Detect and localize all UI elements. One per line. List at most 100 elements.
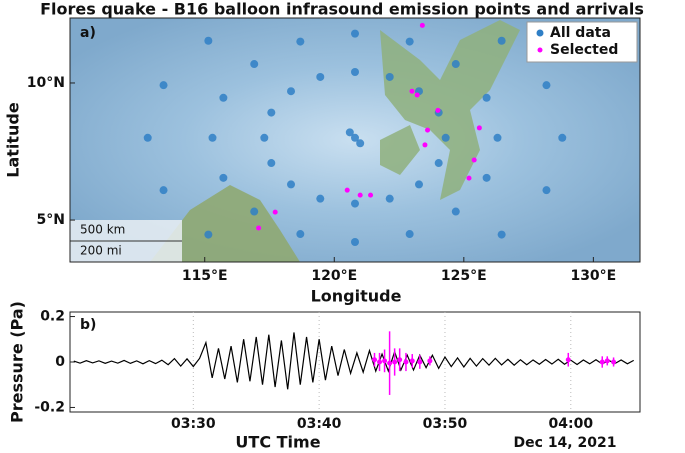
arrival-point [403,359,409,365]
scale-bar-label: 200 mi [80,244,122,258]
selected-point [256,225,262,231]
selected-point [419,22,425,28]
arrival-point [372,357,378,363]
data-point [250,207,259,216]
data-point [356,139,365,148]
data-point [497,36,506,45]
data-point [351,199,359,208]
arrival-point [427,358,433,364]
data-point [260,133,269,142]
x-tick-label: 04:00 [549,416,594,432]
arrival-point [382,358,388,364]
data-point [219,173,228,182]
data-point [296,230,305,239]
x-tick-label: 120°E [311,268,357,284]
data-point [482,93,491,102]
data-point [385,72,394,81]
x-tick-label: 115°E [182,268,228,284]
data-point [316,194,325,203]
y-tick-label: 5°N [37,212,65,228]
data-point [385,194,394,203]
scale-bar-label: 500 km [80,223,125,237]
arrival-point [409,358,415,364]
data-point [250,60,259,69]
selected-point [471,157,477,163]
panel-label: b) [80,317,96,333]
data-point [405,230,414,239]
selected-point [425,127,431,133]
x-tick-label: 03:30 [171,416,216,432]
data-point [405,37,414,46]
selected-point [357,192,363,198]
selected-point [409,88,415,94]
x-axis-label: Longitude [311,287,402,306]
data-point [351,68,359,77]
legend-marker [536,29,544,37]
legend-label: All data [550,25,611,41]
data-point [434,159,443,168]
y-tick-label: 0.2 [40,309,65,325]
data-point [558,133,567,142]
data-point [287,180,296,189]
data-point [482,173,491,182]
x-axis-label: UTC Time [235,433,320,452]
y-axis-label: Pressure (Pa) [8,301,27,423]
arrival-point [387,360,393,366]
selected-point [272,209,278,215]
chart-title: Flores quake - B16 balloon infrasound em… [40,0,644,19]
panel-label: a) [80,25,96,41]
data-point [451,60,460,69]
data-point [296,37,305,46]
date-label: Dec 14, 2021 [514,435,617,451]
points [143,22,567,246]
data-point [351,29,359,38]
selected-point [435,107,441,113]
arrival-point [417,359,423,365]
arrival-point [604,358,610,364]
selected-point [466,175,472,181]
data-point [204,36,213,45]
pressure-line [73,332,634,390]
data-point [267,159,276,168]
data-point [316,72,325,81]
arrival-point [565,357,571,363]
y-tick-label: -0.2 [34,399,65,415]
data-point [441,133,450,142]
selected-point [422,142,428,148]
arrival-point [611,359,617,365]
x-tick-label: 03:50 [423,416,468,432]
x-tick-label: 03:40 [297,416,342,432]
selected-point [476,125,482,131]
data-point [414,180,423,189]
data-point [542,81,551,90]
legend-label: Selected [550,42,618,58]
data-point [159,81,168,90]
legend-marker [537,47,543,53]
data-point [159,186,168,195]
selected-point [414,92,420,98]
arrival-point [392,359,398,365]
y-axis-label: Latitude [4,102,23,178]
data-point [208,133,217,142]
y-tick-label: 0 [55,354,65,370]
legend [526,21,638,63]
data-point [204,230,213,239]
data-point [219,93,228,102]
arrival-point [397,357,403,363]
x-tick-label: 130°E [570,268,616,284]
map-frame [69,17,641,263]
data-point [493,133,502,142]
y-tick-label: 10°N [27,75,65,91]
data-point [542,186,551,195]
data-point [497,230,506,239]
data-point [143,133,152,142]
data-point [351,237,359,246]
data-point [287,87,296,96]
selected-point [344,187,350,193]
x-tick-label: 125°E [441,268,487,284]
arrival-point [377,359,383,365]
data-point [345,128,354,137]
arrival-point [599,359,605,365]
selected-point [368,192,374,198]
